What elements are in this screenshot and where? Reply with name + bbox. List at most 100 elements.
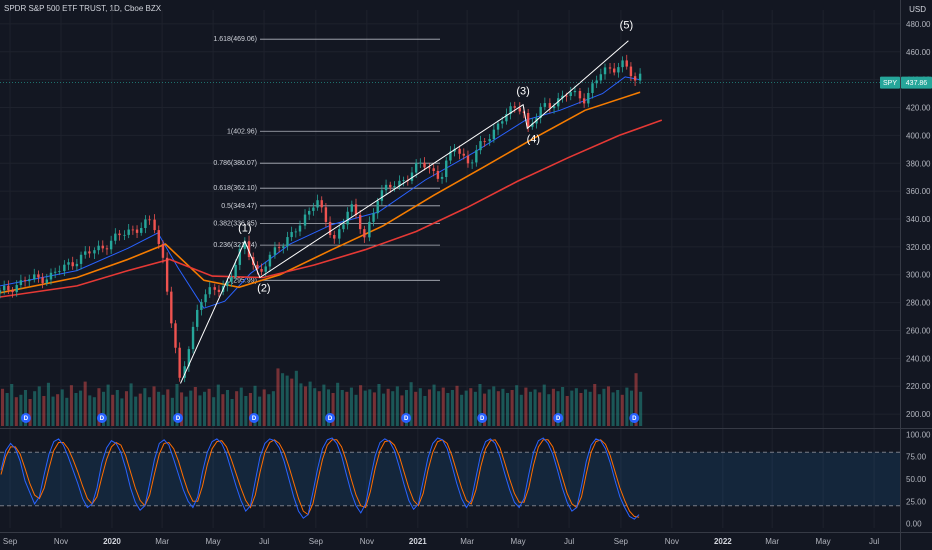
volume-bar	[147, 397, 151, 426]
dividend-marker[interactable]: D	[553, 413, 564, 423]
volume-bar	[198, 395, 202, 426]
price-tick: 200.00	[906, 410, 931, 419]
volume-bar	[326, 389, 331, 426]
dividend-marker[interactable]: D	[629, 413, 640, 423]
candle-body	[84, 251, 87, 255]
dividend-label: D	[404, 416, 409, 422]
candle-body	[213, 287, 216, 290]
wave-label: (1)	[238, 222, 251, 234]
candle-body	[53, 271, 57, 273]
candle-body	[548, 103, 552, 109]
candle-body	[587, 92, 590, 104]
volume-bar	[262, 389, 266, 426]
volume-bar	[446, 393, 450, 426]
candle-body	[238, 248, 242, 265]
symbol-tag-bg	[880, 76, 900, 89]
dividend-label: D	[100, 416, 105, 422]
candle-body	[140, 228, 143, 233]
volume-bar	[244, 396, 248, 426]
volume-bar	[478, 384, 482, 426]
candle-body	[208, 287, 211, 295]
dividend-circle	[629, 413, 640, 423]
fib-label: 0.5(349.47)	[221, 203, 257, 210]
candle-body	[312, 207, 315, 211]
candle-body	[204, 294, 207, 303]
dividend-label: D	[556, 416, 561, 422]
fib-label: 1(402.96)	[227, 128, 257, 135]
candle-body	[157, 230, 160, 244]
fib-label: 0.618(362.10)	[213, 185, 257, 192]
candle-body	[488, 139, 491, 142]
volume-bar	[533, 389, 537, 426]
volume-bar	[492, 386, 496, 426]
candle-body	[440, 176, 444, 179]
volume-bar	[74, 393, 78, 426]
dividend-marker[interactable]: D	[20, 413, 31, 423]
candle-body	[109, 240, 113, 250]
candle-body	[462, 153, 465, 156]
volume-bar	[184, 396, 188, 426]
candle-body	[492, 129, 496, 140]
candle-body	[531, 123, 534, 127]
price-tick: 420.00	[906, 104, 931, 113]
volume-bar	[276, 368, 280, 426]
volume-bar	[313, 388, 317, 426]
volume-bar	[134, 396, 138, 426]
volume-bar	[565, 396, 569, 426]
candle-body	[294, 231, 298, 233]
candle-body	[268, 254, 272, 267]
candle-body	[419, 162, 422, 164]
candle-body	[350, 204, 354, 212]
candle-body	[183, 366, 186, 378]
dividend-label: D	[632, 416, 637, 422]
candle-body	[37, 274, 40, 278]
price-tick: 240.00	[906, 354, 931, 363]
volume-bar	[161, 394, 165, 426]
last-price-tag: SPY 437.86	[0, 76, 932, 89]
volume-bar	[634, 373, 638, 426]
dividend-marker[interactable]: D	[249, 413, 260, 423]
candle-body	[63, 264, 66, 272]
volume-bar	[404, 390, 409, 426]
candle-body	[58, 271, 61, 272]
time-tick: Sep	[309, 537, 324, 546]
volume-bar	[88, 395, 92, 426]
candle-body	[428, 167, 431, 169]
volume-bar	[588, 391, 592, 426]
candle-body	[260, 269, 263, 272]
dividend-marker[interactable]: D	[477, 413, 488, 423]
volume-bar	[317, 391, 321, 426]
volume-bar	[230, 399, 234, 426]
volume-bar	[469, 388, 473, 426]
candle-body	[613, 68, 616, 73]
volume-bar	[593, 384, 597, 426]
dividend-marker[interactable]: D	[172, 413, 183, 423]
volume-bar	[212, 397, 216, 426]
dividend-label: D	[24, 416, 29, 422]
volume-bar	[19, 394, 23, 426]
volume-bar	[303, 386, 308, 426]
volume-bar	[460, 394, 464, 426]
dividend-marker[interactable]: D	[96, 413, 107, 423]
volume-bar	[83, 381, 87, 426]
candle-body	[509, 106, 512, 115]
candle-body	[398, 180, 401, 187]
candle-body	[449, 151, 452, 161]
candle-body	[338, 229, 341, 239]
candle-body	[436, 171, 440, 179]
volume-bar	[542, 384, 546, 426]
dividend-marker[interactable]: D	[401, 413, 412, 423]
candle-body	[470, 162, 474, 164]
dividend-marker[interactable]: D	[325, 413, 336, 423]
volume-bar	[202, 391, 207, 426]
candle-body	[552, 106, 556, 109]
volume-bar	[368, 389, 372, 426]
volume-bar	[377, 384, 381, 426]
candle-body	[256, 264, 259, 270]
volume-bar	[524, 387, 528, 426]
stoch-tick: 75.00	[906, 453, 927, 462]
volume-bar	[441, 387, 445, 426]
dividend-circle	[325, 413, 336, 423]
